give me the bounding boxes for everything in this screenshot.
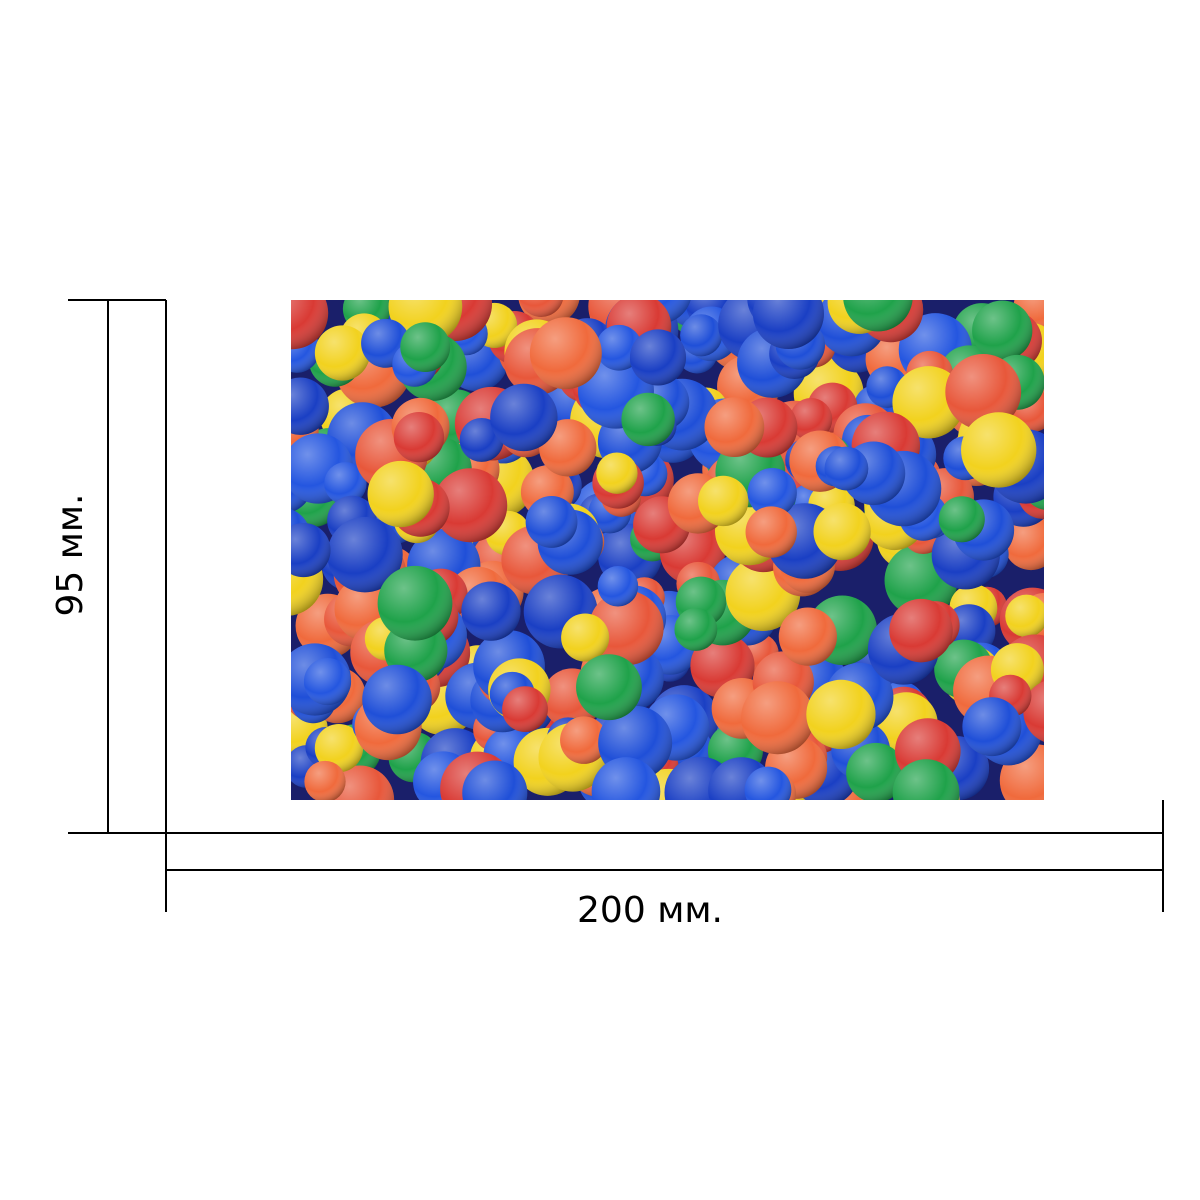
ball — [680, 314, 723, 357]
ball — [377, 565, 453, 641]
ball — [525, 496, 578, 548]
width-dimension: 200 мм. — [165, 800, 1164, 931]
ball — [938, 496, 985, 543]
ball — [961, 412, 1037, 488]
ball — [843, 300, 913, 332]
ball — [291, 300, 329, 350]
ball — [596, 452, 638, 494]
ball — [813, 502, 871, 561]
ball — [972, 300, 1033, 361]
ball — [629, 329, 687, 386]
ball — [314, 325, 370, 381]
ball — [303, 657, 352, 706]
ball — [362, 664, 432, 735]
ball — [461, 581, 521, 641]
ball — [704, 397, 765, 457]
ball — [462, 760, 528, 800]
ball — [304, 760, 346, 800]
ball — [674, 608, 718, 651]
ball — [962, 697, 1022, 757]
width-label: 200 мм. — [577, 890, 723, 931]
height-dimension: 95 мм. — [50, 299, 167, 834]
ball — [591, 757, 661, 800]
ball — [588, 590, 664, 666]
ball — [560, 716, 608, 764]
ball — [367, 460, 434, 528]
ball — [291, 522, 331, 578]
ball — [519, 300, 563, 317]
ball — [393, 411, 445, 463]
ball — [889, 598, 953, 663]
ball — [490, 383, 558, 452]
ball — [597, 566, 639, 607]
ball — [314, 723, 364, 773]
ball — [433, 468, 508, 543]
height-label: 95 мм. — [50, 493, 91, 616]
product-photo — [291, 300, 1044, 800]
ball — [576, 654, 642, 721]
ball — [806, 679, 876, 750]
ball — [945, 354, 1022, 430]
ball — [400, 322, 451, 373]
ball — [745, 506, 797, 558]
ball — [752, 300, 824, 350]
ball — [502, 686, 548, 732]
ball — [741, 681, 815, 755]
ball — [892, 759, 960, 800]
ball — [561, 613, 610, 662]
ball — [1023, 681, 1044, 742]
ball — [846, 742, 906, 800]
ball — [824, 446, 869, 491]
ball — [291, 377, 329, 435]
ball — [744, 766, 792, 800]
ball — [529, 317, 602, 390]
ball — [621, 392, 675, 447]
ball — [789, 398, 833, 441]
ball — [1005, 594, 1044, 638]
ball — [778, 607, 837, 666]
ball — [698, 475, 749, 527]
ball — [747, 467, 797, 518]
ball — [327, 516, 403, 593]
ball — [324, 462, 367, 505]
